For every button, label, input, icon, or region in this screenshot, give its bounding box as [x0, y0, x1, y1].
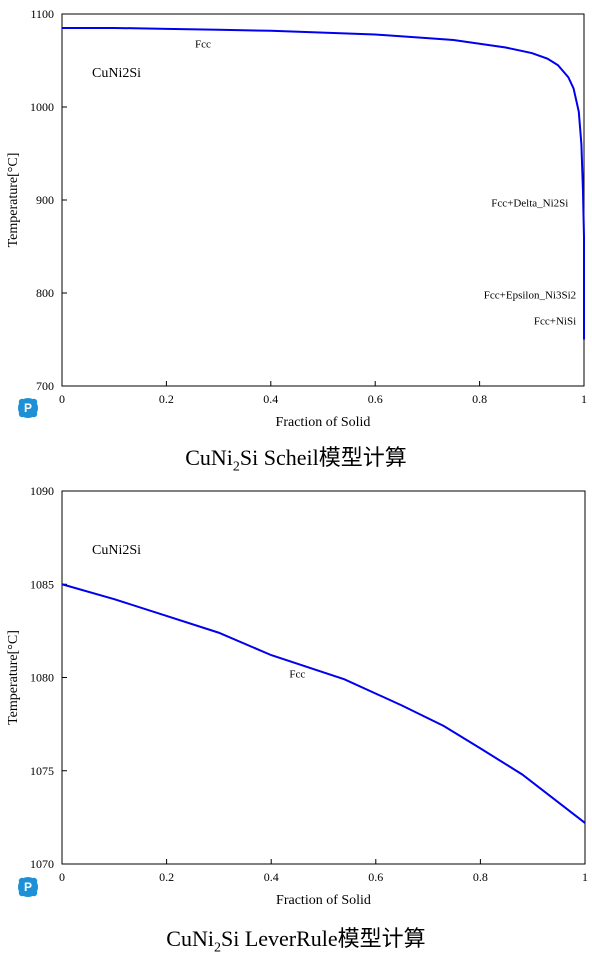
- x-tick-label: 0.8: [472, 392, 487, 406]
- x-tick-label: 0.2: [159, 392, 174, 406]
- svg-text:P: P: [24, 880, 32, 894]
- x-axis-title: Fraction of Solid: [276, 415, 371, 430]
- x-tick-label: 0.2: [159, 870, 174, 884]
- phase-annotation: Fcc+NiSi: [534, 316, 576, 328]
- y-tick-label: 1080: [30, 671, 54, 685]
- y-tick-label: 800: [36, 286, 54, 300]
- leverrule-caption: CuNi2Si LeverRule模型计算: [166, 926, 426, 956]
- svg-text:P: P: [24, 401, 32, 415]
- series-line: [61, 583, 586, 824]
- y-tick-label: 1090: [30, 484, 54, 498]
- scheil-chart-panel: 0 0.2 0.4 0.6 0.8 1 700 800 900 1000 1100 Fraction …: [0, 0, 592, 478]
- pandat-logo-icon: P: [17, 876, 39, 898]
- x-tick-label: 0.6: [368, 392, 383, 406]
- x-tick-label: 0: [59, 392, 65, 406]
- leverrule-chart-panel: 0 0.2 0.4 0.6 0.8 1 1070 1075 1080 1085 1090 Fracti…: [0, 478, 592, 958]
- phase-annotation: Fcc+Epsilon_Ni3Si2: [484, 290, 576, 302]
- pandat-logo-icon: P: [17, 397, 39, 419]
- y-tick-label: 700: [36, 379, 54, 393]
- y-axis-title: Temperature[°C]: [6, 630, 21, 725]
- x-tick-label: 0.8: [473, 870, 488, 884]
- phase-annotation: Fcc: [195, 38, 211, 50]
- phase-annotation: Fcc+Delta_Ni2Si: [491, 198, 568, 210]
- x-tick-label: 0.6: [368, 870, 383, 884]
- leverrule-chart: 0 0.2 0.4 0.6 0.8 1 1070 1075 1080 1085 1090 Fracti…: [6, 484, 588, 908]
- compound-label: CuNi2Si: [92, 66, 141, 81]
- y-tick-label: 1100: [30, 7, 54, 21]
- x-tick-label: 0: [59, 870, 65, 884]
- scheil-caption: CuNi2Si Scheil模型计算: [185, 445, 407, 475]
- compound-label: CuNi2Si: [92, 543, 141, 558]
- phase-annotation: Fcc: [289, 669, 305, 681]
- x-tick-label: 0.4: [263, 392, 278, 406]
- x-axis-title: Fraction of Solid: [276, 893, 371, 908]
- series-line: [62, 26, 585, 340]
- y-tick-label: 1075: [30, 764, 54, 778]
- y-tick-label: 900: [36, 193, 54, 207]
- x-tick-label: 0.4: [264, 870, 279, 884]
- y-axis-title: Temperature[°C]: [6, 153, 21, 248]
- x-tick-label: 1: [582, 870, 588, 884]
- x-tick-label: 1: [581, 392, 587, 406]
- y-tick-label: 1000: [30, 100, 54, 114]
- scheil-chart: 0 0.2 0.4 0.6 0.8 1 700 800 900 1000 1100 Fraction …: [6, 7, 587, 430]
- y-tick-label: 1085: [30, 577, 54, 591]
- y-tick-label: 1070: [30, 857, 54, 871]
